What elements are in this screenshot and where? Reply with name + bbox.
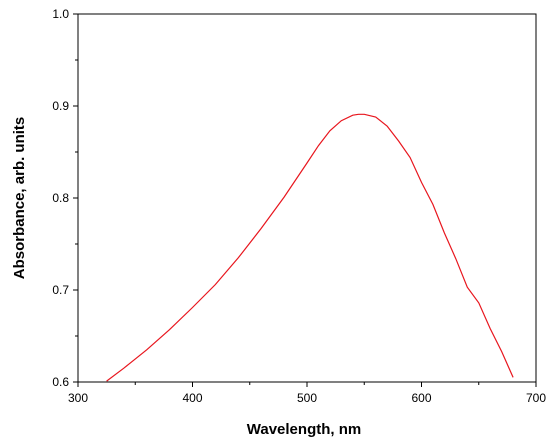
x-tick-label: 500 (297, 391, 317, 405)
x-tick-label: 700 (526, 391, 546, 405)
y-tick-label: 1.0 (52, 7, 69, 21)
x-axis-ticks: 300 400 500 600 700 (68, 382, 546, 405)
y-tick-label: 0.8 (52, 191, 69, 205)
y-axis-title: Absorbance, arb. units (11, 117, 28, 280)
y-tick-label: 0.6 (52, 375, 69, 389)
plot-frame (77, 13, 537, 383)
x-tick-label: 600 (411, 391, 431, 405)
y-tick-label: 0.7 (52, 283, 69, 297)
x-tick-label: 400 (182, 391, 202, 405)
x-axis-title: Wavelength, nm (247, 421, 361, 438)
y-tick-label: 0.9 (52, 99, 69, 113)
absorbance-series-line (106, 113, 514, 382)
x-tick-label: 300 (68, 391, 88, 405)
y-axis-ticks: 0.6 0.7 0.8 0.9 1.0 (52, 7, 78, 389)
